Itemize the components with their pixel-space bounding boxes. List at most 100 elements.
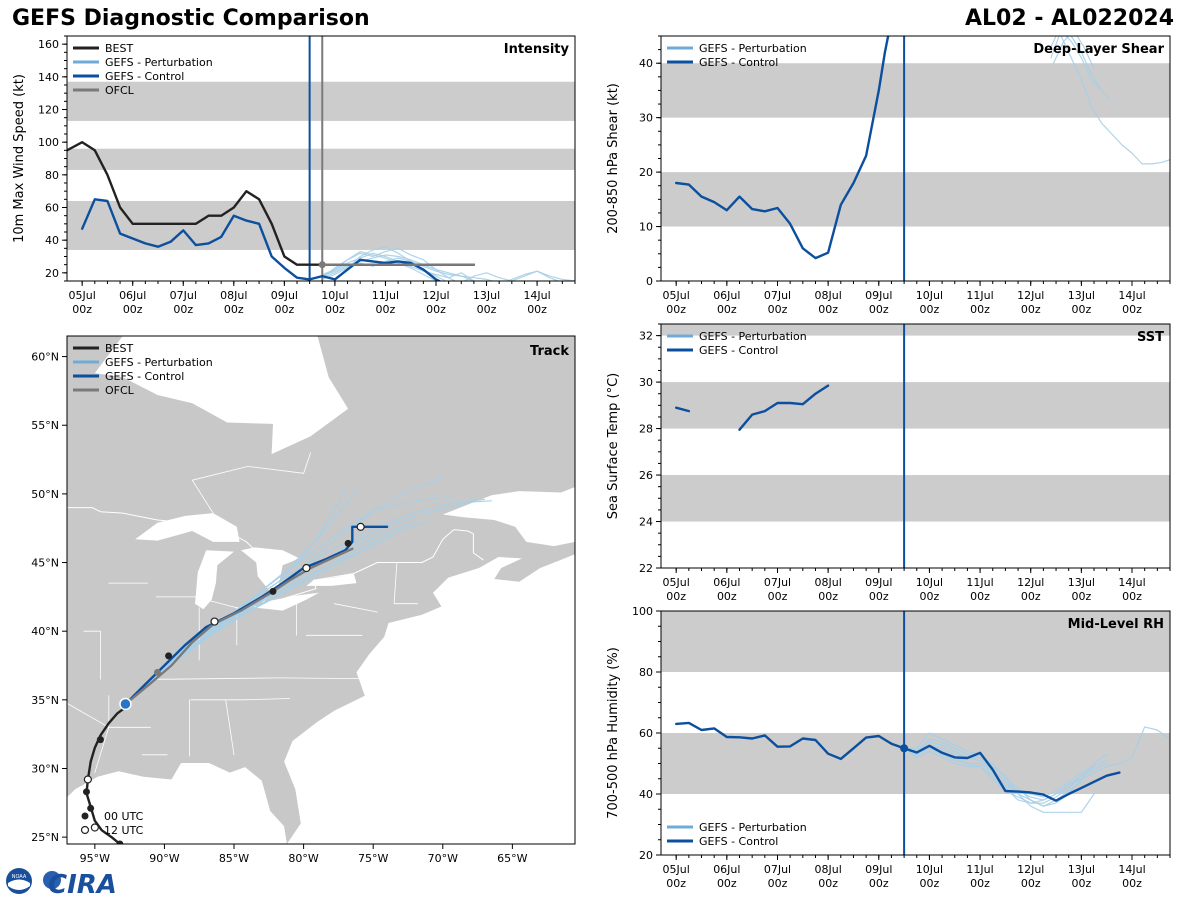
track-best-marker-1 (90, 823, 99, 832)
sst-xtick-day-label-8: 13Jul (1068, 576, 1095, 589)
sst-xtick-day-label-1: 06Jul (713, 576, 740, 589)
track-best-marker-0 (116, 840, 124, 844)
sst-xtick-day-label-3: 08Jul (814, 576, 841, 589)
shear-xtick-hour-label-3: 00z (818, 303, 838, 316)
state-line-1 (190, 698, 291, 701)
state-line-2 (83, 630, 101, 680)
rh-xtick-hour-label-9: 00z (1122, 877, 1142, 890)
sst-xtick-hour-label-4: 00z (869, 590, 889, 603)
track-legend-label-2: GEFS - Control (105, 370, 184, 383)
sst-xtick-hour-label-1: 00z (717, 590, 737, 603)
shear-xtick-day-label-6: 11Jul (966, 289, 993, 302)
intensity-perturbation-line-6 (463, 270, 560, 281)
rh-band-1 (661, 611, 1170, 672)
shear-xtick-hour-label-7: 00z (1021, 303, 1041, 316)
rh-xtick-hour-label-8: 00z (1071, 877, 1091, 890)
sst-band-0 (661, 475, 1170, 522)
track-marker-legend-12utc (80, 825, 90, 835)
track-series-gefs-control (124, 525, 389, 706)
sst-series-gefs-control-0 (675, 406, 691, 413)
shear-panel: 01020304005Jul00z06Jul00z07Jul00z08Jul00… (606, 35, 1171, 316)
shear-xtick-hour-label-6: 00z (970, 303, 990, 316)
shear-xtick-hour-label-0: 00z (666, 303, 686, 316)
shear-perturbation-line-2 (1050, 36, 1103, 91)
shear-xtick-hour-label-5: 00z (920, 303, 940, 316)
figure-title: GEFS Diagnostic Comparison (12, 6, 370, 31)
sst-legend-label-1: GEFS - Control (699, 344, 778, 357)
shear-ytick-label-3: 30 (639, 112, 653, 125)
sst-legend-label-0: GEFS - Perturbation (699, 330, 807, 343)
intensity-ylabel: 10m Max Wind Speed (kt) (12, 74, 27, 243)
sst-ylabel: Sea Surface Temp (°C) (606, 373, 621, 520)
lake-ontario (306, 573, 357, 586)
state-line-9 (225, 699, 235, 756)
sst-frame (660, 323, 1171, 569)
track-best-marker-4 (83, 775, 92, 784)
shear-xtick-hour-label-4: 00z (869, 303, 889, 316)
track-control-marker-3 (269, 587, 277, 595)
rh-xtick-hour-label-6: 00z (970, 877, 990, 890)
rh-xtick-day-label-6: 11Jul (966, 863, 993, 876)
intensity-xtick-hour-label-6: 00z (376, 303, 396, 316)
state-line-15 (67, 702, 110, 773)
sst-band-2 (661, 324, 1170, 336)
rh-xtick-hour-label-1: 00z (717, 877, 737, 890)
intensity-xtick-hour-label-4: 00z (274, 303, 294, 316)
state-line-0 (150, 677, 362, 680)
rh-xtick-day-label-9: 14Jul (1118, 863, 1145, 876)
rh-ytick-label-3: 80 (639, 666, 653, 679)
rh-series-gefs-control-0 (675, 721, 1121, 802)
intensity-xtick-day-label-7: 12Jul (422, 289, 449, 302)
intensity-xtick-day-label-6: 11Jul (372, 289, 399, 302)
track-control-marker-2 (210, 617, 219, 626)
cira-logo-text: CIRA (48, 870, 117, 896)
rh-perturbation-line-2 (903, 732, 1095, 813)
rh-panel: 2040608010005Jul00z06Jul00z07Jul00z08Jul… (606, 605, 1171, 890)
intensity-xtick-hour-label-0: 00z (72, 303, 92, 316)
rh-xtick-hour-label-7: 00z (1021, 877, 1041, 890)
sst-ytick-label-0: 22 (639, 562, 653, 575)
sst-ytick-label-5: 32 (639, 330, 653, 343)
sst-xtick-day-label-2: 07Jul (764, 576, 791, 589)
globe-icon (43, 871, 61, 889)
intensity-xtick-day-label-9: 14Jul (523, 289, 550, 302)
intensity-ytick-label-3: 80 (45, 169, 59, 182)
track-best-marker-5 (96, 736, 104, 744)
intensity-xtick-day-label-5: 10Jul (321, 289, 348, 302)
track-ytick-label-5: 50°N (31, 488, 59, 501)
track-best-marker-3 (82, 788, 90, 796)
sst-xtick-hour-label-9: 00z (1122, 590, 1142, 603)
rh-ytick-label-2: 60 (639, 727, 653, 740)
intensity-ytick-label-7: 160 (38, 38, 59, 51)
track-control-marker-6 (356, 522, 365, 531)
track-panel-title: Track (530, 344, 569, 359)
track-legend-label-0: BEST (105, 342, 133, 355)
intensity-xtick-hour-label-1: 00z (123, 303, 143, 316)
noaa-logo-text: NOAA (12, 874, 27, 880)
sst-xtick-hour-label-2: 00z (768, 590, 788, 603)
shear-ylabel: 200-850 hPa Shear (kt) (606, 83, 621, 234)
intensity-band-0 (67, 200, 575, 250)
intensity-xtick-day-label-2: 07Jul (170, 289, 197, 302)
sst-ytick-label-4: 30 (639, 376, 653, 389)
sst-panel-title: SST (1137, 330, 1164, 345)
shear-xtick-hour-label-9: 00z (1122, 303, 1142, 316)
intensity-xtick-hour-label-9: 00z (527, 303, 547, 316)
track-plot-area (67, 336, 575, 844)
shear-series-gefs-control-0 (675, 36, 890, 260)
rh-perturbation-line-1 (903, 738, 1108, 807)
track-xtick-label-1: 90°W (149, 852, 179, 865)
rh-ytick-label-0: 20 (639, 849, 653, 862)
track-xtick-label-3: 80°W (288, 852, 318, 865)
track-marker-legend-00utc (81, 812, 89, 820)
rh-init-marker (900, 744, 909, 753)
intensity-panel-title: Intensity (504, 42, 570, 57)
sst-series-gefs-control-1 (738, 384, 830, 431)
shear-legend-label-0: GEFS - Perturbation (699, 42, 807, 55)
shear-xtick-day-label-3: 08Jul (814, 289, 841, 302)
track-xtick-label-4: 75°W (358, 852, 388, 865)
sst-band-1 (661, 382, 1170, 429)
intensity-xtick-day-label-1: 06Jul (119, 289, 146, 302)
sst-plot-area (661, 324, 1170, 568)
